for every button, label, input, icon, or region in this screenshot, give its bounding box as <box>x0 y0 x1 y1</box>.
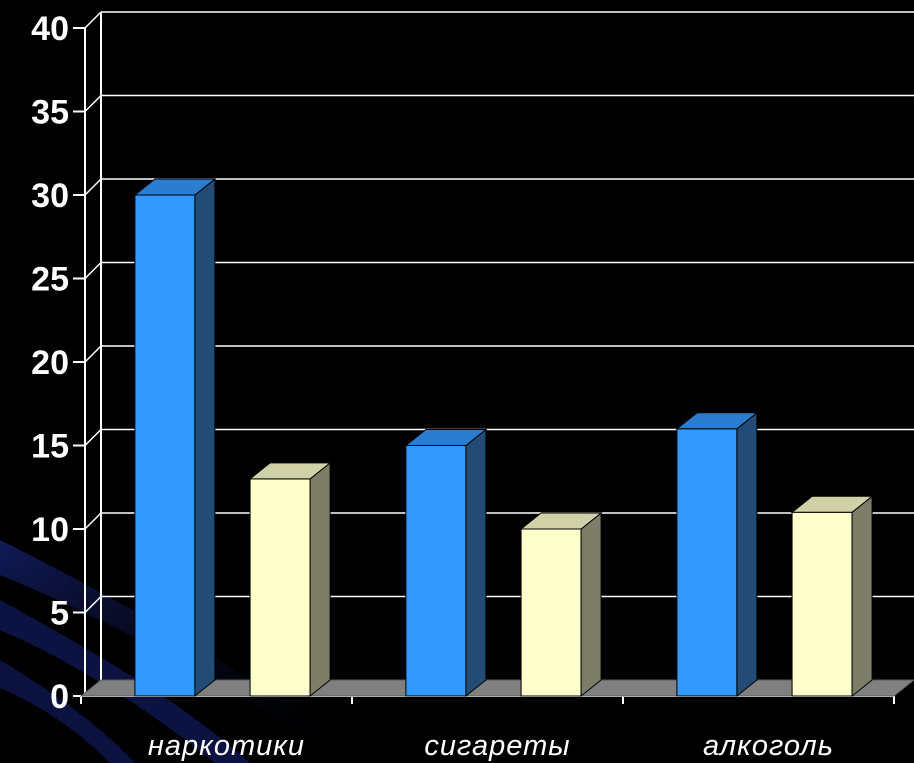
bar-side <box>309 461 331 698</box>
bar-top <box>133 178 217 196</box>
wall-gridline <box>84 178 102 196</box>
bar-top <box>790 495 874 513</box>
bar-front <box>791 511 853 697</box>
bar-top <box>675 412 759 430</box>
wall-gridline <box>84 11 102 29</box>
y-tick-label: 10 <box>31 511 69 549</box>
bar <box>675 411 759 698</box>
bar-side <box>194 177 216 698</box>
wall-gridline <box>84 94 102 113</box>
bar <box>404 428 488 698</box>
wall-gridline <box>84 512 102 530</box>
bar-front <box>676 428 738 697</box>
bar-side <box>580 511 602 698</box>
bar-front <box>405 445 467 697</box>
bar-side <box>736 411 758 698</box>
bar-front <box>134 194 196 697</box>
bar <box>133 177 217 698</box>
bar <box>790 495 874 698</box>
bar-top <box>404 429 488 446</box>
y-tick-label: 25 <box>31 261 69 299</box>
bar-top <box>519 512 603 530</box>
x-tick-label: сигареты <box>424 730 570 762</box>
bar <box>248 461 332 698</box>
wall-gridline <box>84 345 102 363</box>
y-tick-label: 40 <box>31 10 69 48</box>
y-tick-label: 15 <box>31 428 69 466</box>
y-tick-label: 30 <box>31 177 69 215</box>
y-tick-label: 35 <box>31 94 69 132</box>
bar <box>519 511 603 698</box>
wall-gridline <box>84 428 102 447</box>
y-tick-label: 0 <box>50 678 69 716</box>
x-tick-label: наркотики <box>148 730 305 762</box>
bar-front <box>520 528 582 697</box>
y-tick-label: 5 <box>50 595 69 633</box>
bar-side <box>465 428 487 698</box>
bar-top <box>248 462 332 480</box>
x-tick-label: алкоголь <box>703 730 834 762</box>
wall-gridline <box>84 261 102 280</box>
bar-front <box>249 478 311 697</box>
y-tick-label: 20 <box>31 344 69 382</box>
bar-side <box>851 495 873 698</box>
wall-gridline <box>84 595 102 614</box>
